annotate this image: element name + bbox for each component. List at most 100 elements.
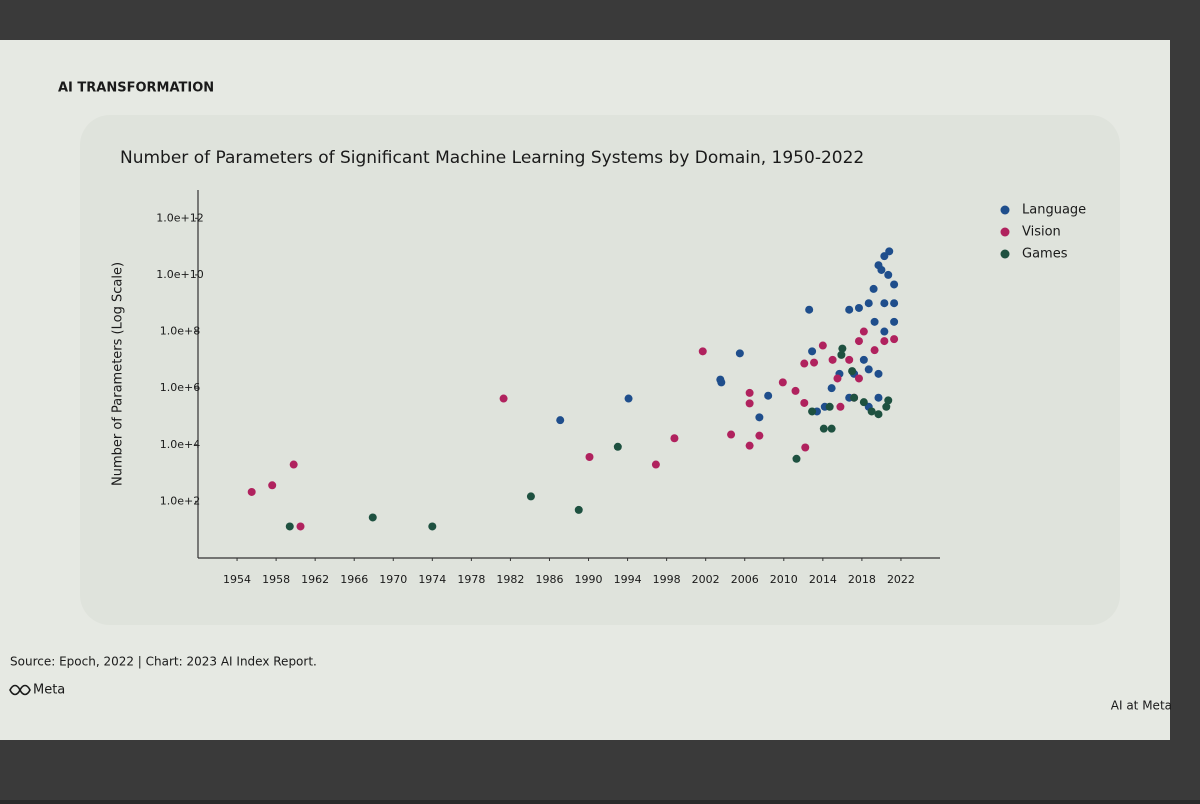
data-point xyxy=(854,337,863,346)
x-tick-label: 1978 xyxy=(457,573,485,586)
y-axis-label: Number of Parameters (Log Scale) xyxy=(111,262,126,486)
data-point xyxy=(882,402,891,411)
data-point xyxy=(289,460,298,469)
legend-marker xyxy=(1000,249,1010,259)
data-point xyxy=(624,394,633,403)
data-point xyxy=(651,460,660,469)
data-point xyxy=(556,416,565,425)
data-point xyxy=(717,378,726,387)
data-point xyxy=(805,305,814,314)
meta-logo xyxy=(9,684,31,696)
data-point xyxy=(874,393,883,402)
legend-marker xyxy=(1000,205,1010,215)
data-point xyxy=(890,317,899,326)
data-point xyxy=(755,431,764,440)
data-point xyxy=(864,299,873,308)
data-point xyxy=(880,299,889,308)
data-point xyxy=(880,252,889,261)
data-point xyxy=(859,355,868,364)
data-point xyxy=(745,399,754,408)
data-point xyxy=(285,522,294,531)
data-point xyxy=(845,305,854,314)
data-point xyxy=(825,402,834,411)
x-tick-label: 2002 xyxy=(692,573,720,586)
data-point xyxy=(827,424,836,433)
y-tick-label: 1.0e+10 xyxy=(156,268,203,281)
x-tick-label: 1986 xyxy=(535,573,563,586)
data-point xyxy=(727,430,736,439)
data-point xyxy=(800,359,809,368)
data-point xyxy=(836,402,845,411)
x-tick-label: 1974 xyxy=(418,573,446,586)
data-point xyxy=(670,434,679,443)
data-point xyxy=(890,299,899,308)
data-point xyxy=(247,487,256,496)
data-point xyxy=(791,386,800,395)
data-point xyxy=(755,413,764,422)
data-point xyxy=(870,346,879,355)
data-point xyxy=(428,522,437,531)
x-tick-label: 1994 xyxy=(614,573,642,586)
data-point xyxy=(859,398,868,407)
data-point xyxy=(808,407,817,416)
legend-label: Vision xyxy=(1022,225,1061,240)
data-point xyxy=(884,270,893,279)
data-point xyxy=(859,327,868,336)
data-point xyxy=(890,335,899,344)
data-point xyxy=(869,284,878,293)
data-point xyxy=(745,388,754,397)
data-point xyxy=(800,398,809,407)
x-tick-label: 1966 xyxy=(340,573,368,586)
data-point xyxy=(735,349,744,358)
brand: Meta xyxy=(33,683,65,698)
x-tick-label: 1958 xyxy=(262,573,290,586)
data-point xyxy=(848,367,857,376)
legend-marker xyxy=(1000,227,1010,237)
section-header: AI TRANSFORMATION xyxy=(58,81,214,96)
data-point xyxy=(854,303,863,312)
legend-label: Language xyxy=(1022,203,1086,218)
data-point xyxy=(613,442,622,451)
y-tick-label: 1.0e+6 xyxy=(160,381,200,394)
data-point xyxy=(808,347,817,356)
data-point xyxy=(880,327,889,336)
data-point xyxy=(867,407,876,416)
data-point xyxy=(499,394,508,403)
y-tick-label: 1.0e+4 xyxy=(160,438,200,451)
x-tick-label: 1970 xyxy=(379,573,407,586)
x-tick-label: 2006 xyxy=(731,573,759,586)
data-point xyxy=(845,355,854,364)
legend-label: Games xyxy=(1022,247,1068,262)
tagline: AI at Meta xyxy=(1111,699,1172,713)
data-point xyxy=(745,441,754,450)
data-point xyxy=(864,365,873,374)
data-point xyxy=(854,374,863,383)
y-tick-label: 1.0e+8 xyxy=(160,325,200,338)
data-point xyxy=(764,391,773,400)
chart-panel xyxy=(80,115,1120,625)
data-point xyxy=(698,347,707,356)
data-point xyxy=(792,454,801,463)
data-point xyxy=(885,247,894,256)
x-tick-label: 2022 xyxy=(887,573,915,586)
data-point xyxy=(870,317,879,326)
data-point xyxy=(838,344,847,353)
data-point xyxy=(874,369,883,378)
data-point xyxy=(884,396,893,405)
x-tick-label: 2014 xyxy=(809,573,837,586)
y-tick-label: 1.0e+12 xyxy=(156,211,203,224)
data-point xyxy=(818,341,827,350)
data-point xyxy=(837,350,846,359)
x-tick-label: 1990 xyxy=(575,573,603,586)
data-point xyxy=(827,384,836,393)
chart-title: Number of Parameters of Significant Mach… xyxy=(120,148,864,168)
data-point xyxy=(296,522,305,531)
data-point xyxy=(819,424,828,433)
data-point xyxy=(880,337,889,346)
data-point xyxy=(585,452,594,461)
x-tick-label: 1982 xyxy=(496,573,524,586)
data-point xyxy=(874,261,883,270)
x-tick-label: 2018 xyxy=(848,573,876,586)
data-point xyxy=(778,378,787,387)
